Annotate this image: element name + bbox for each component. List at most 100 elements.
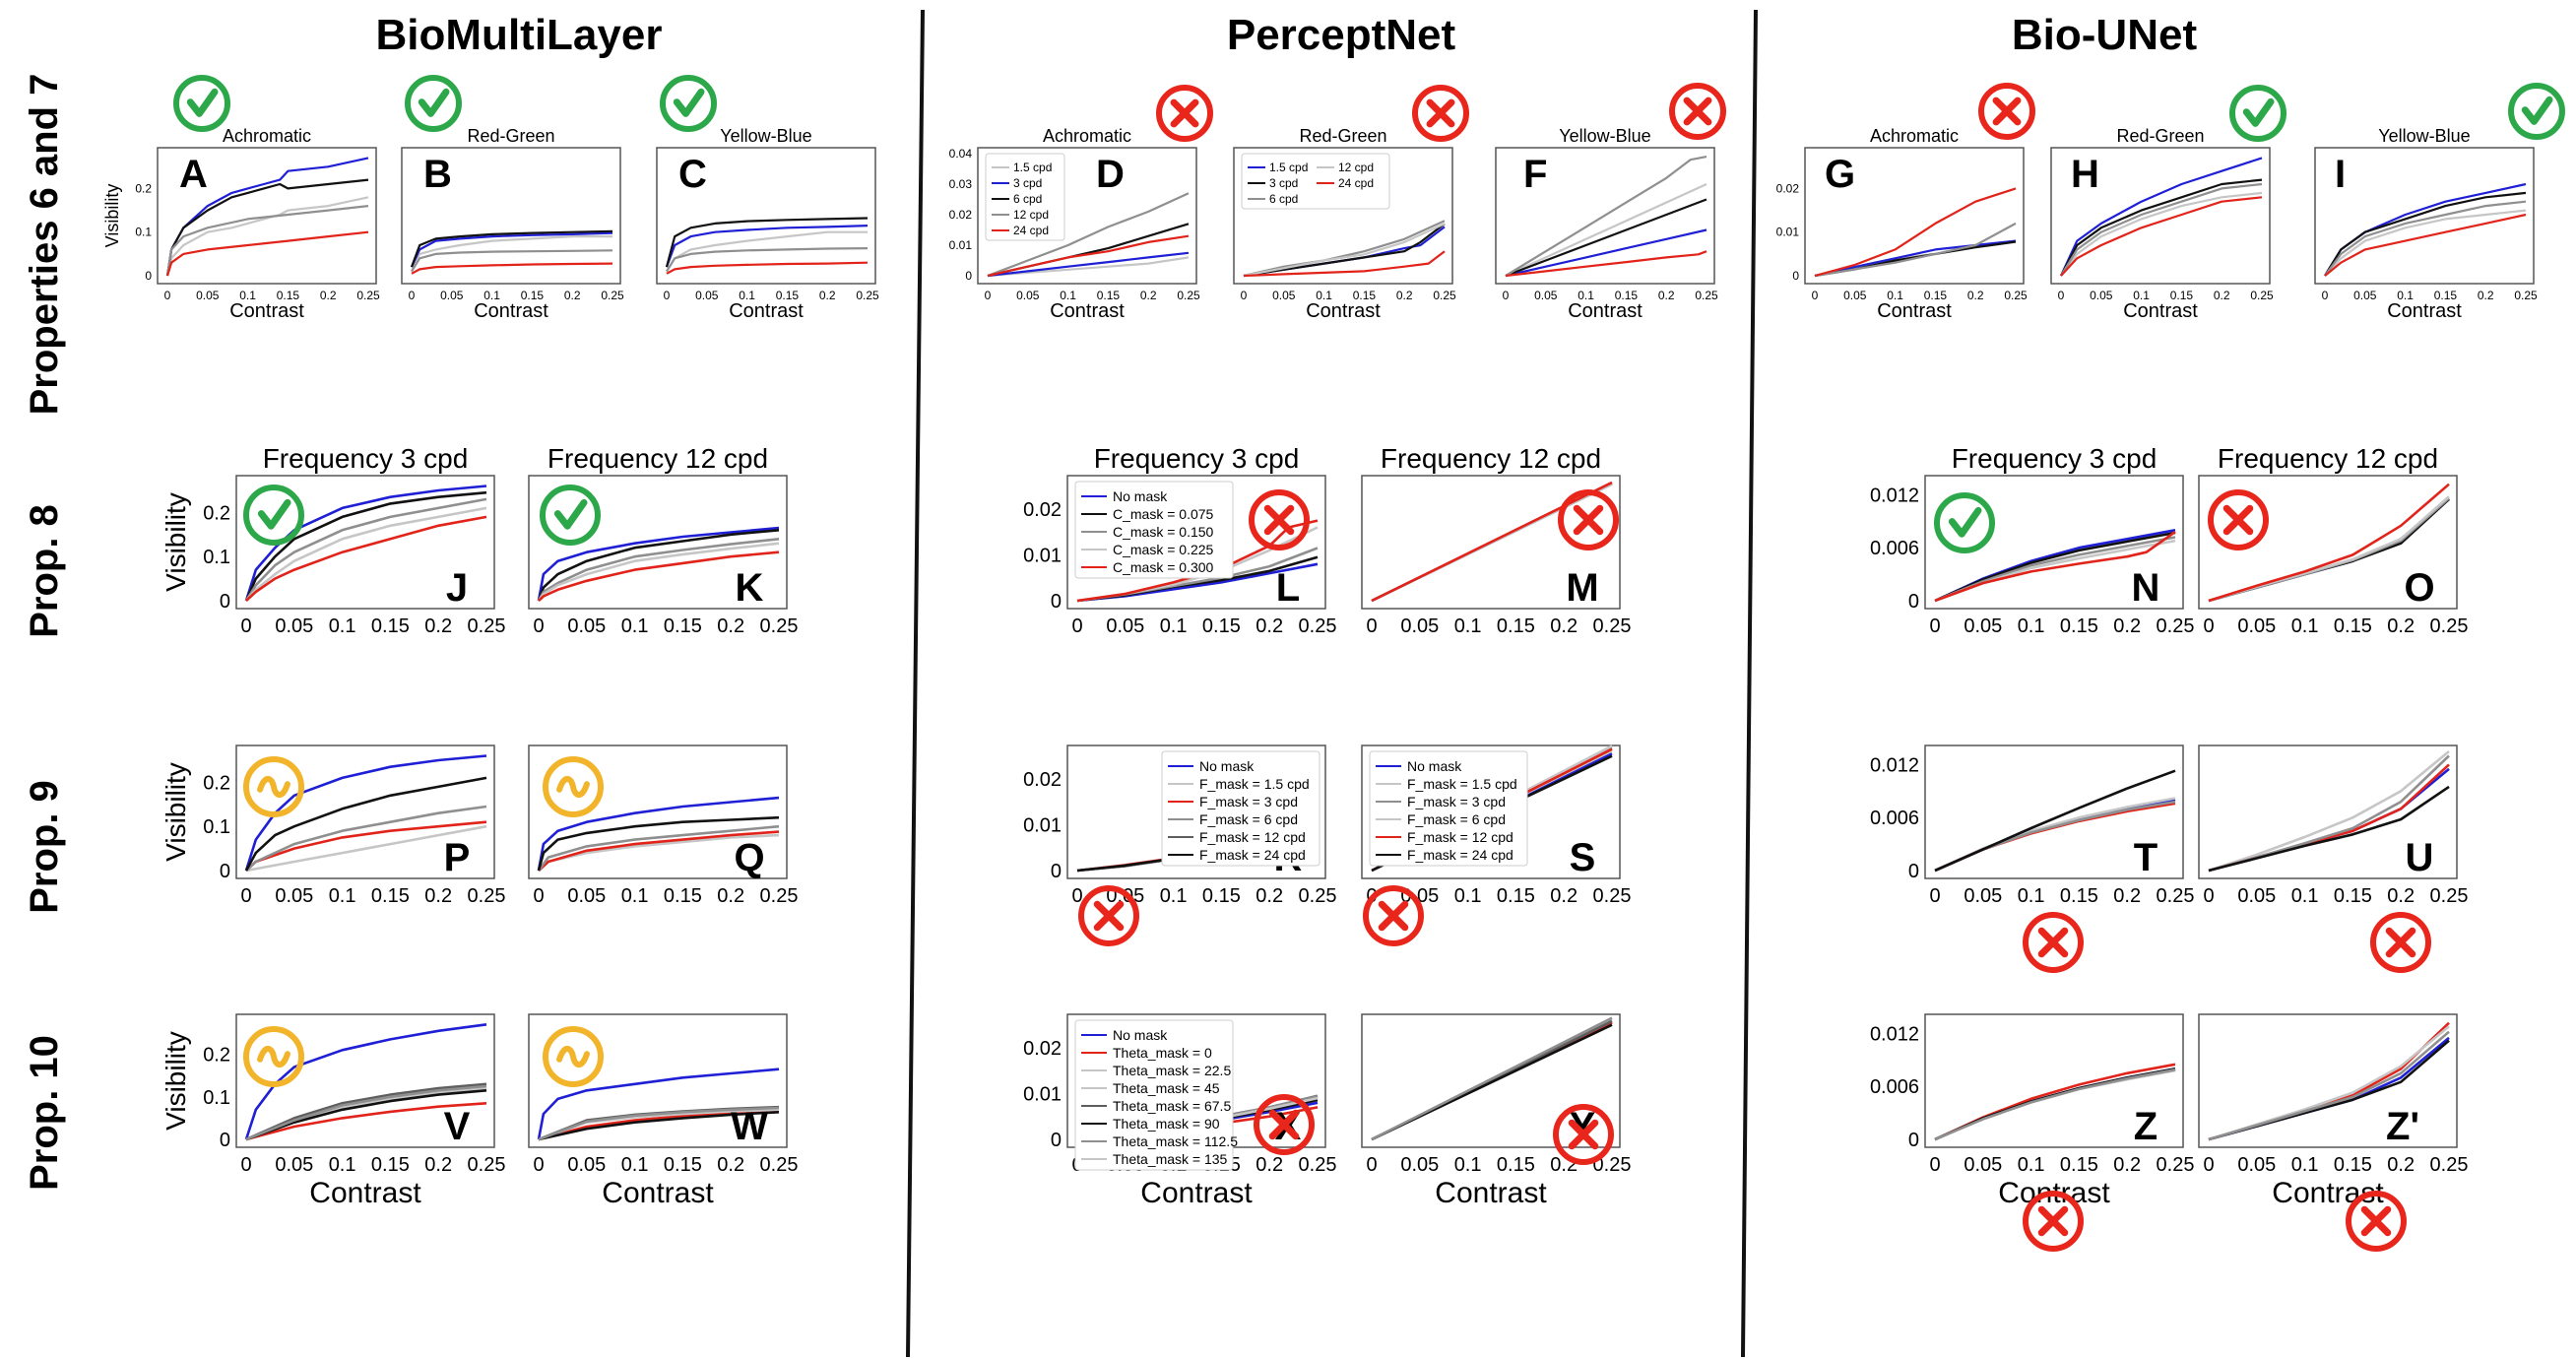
cross-icon-mark xyxy=(1568,1119,1599,1150)
panel-letter: Q xyxy=(734,836,764,879)
panel-letter: V xyxy=(444,1105,471,1148)
series-line-4 xyxy=(2324,200,2527,277)
panel-letter: M xyxy=(1566,566,1598,610)
y-axis-label: Visibility xyxy=(161,762,191,862)
approx-icon-ring xyxy=(543,756,604,817)
plot-frame xyxy=(2198,475,2458,610)
x-tick-label: 0.2 xyxy=(424,885,452,907)
x-tick-label: 0.25 xyxy=(2430,885,2469,907)
panel-letter: F xyxy=(1523,153,1547,196)
y-tick-label: 0 xyxy=(220,1130,230,1151)
panel-e: 00.050.10.150.20.25Red-GreenContrastE1.5… xyxy=(1233,85,1469,322)
panel-w: 0 0.05 0.1 0.15 0.2 0.25 Contrast W xyxy=(528,1013,799,1209)
check-icon-mark xyxy=(257,498,291,530)
y-tick-label: 0.01 xyxy=(949,238,973,252)
series-line-2 xyxy=(2060,157,2263,277)
series-line-5 xyxy=(165,230,369,277)
check-icon xyxy=(243,485,304,546)
x-tick-label: 0.2 xyxy=(1550,885,1578,907)
cross-icon-ring xyxy=(1078,885,1139,946)
plot-frame xyxy=(2314,147,2535,285)
x-tick-label: 0.25 xyxy=(1299,1154,1337,1176)
series-line-2 xyxy=(1243,223,1446,278)
approx-icon-mark xyxy=(257,1045,290,1068)
panel-i: 0 0.05 0.1 0.15 0.2 0.25 Yellow-Blue Contrast I xyxy=(2314,83,2565,322)
y-tick-label: 0 xyxy=(1051,861,1062,882)
cross-icon-ring xyxy=(1363,885,1424,946)
series-line-1 xyxy=(165,196,369,277)
x-tick-label: 0.2 xyxy=(424,615,452,637)
series-line-1 xyxy=(244,485,487,602)
y-tick-label: 0 xyxy=(1908,861,1919,882)
series-line-5 xyxy=(2208,483,2450,603)
panel-letter: Z' xyxy=(2386,1105,2419,1148)
x-tick-label: 0 xyxy=(2203,885,2214,907)
y-tick-label: 0.02 xyxy=(1023,499,1062,521)
x-tick-label: 0.05 xyxy=(1964,1154,2002,1176)
y-tick-label: 0.2 xyxy=(203,1045,230,1067)
x-axis-label: Contrast xyxy=(1306,300,1381,322)
cross-icon-ring xyxy=(1254,1094,1315,1155)
x-tick-label: 0.05 xyxy=(2237,1154,2276,1176)
legend-label: 3 cpd xyxy=(1013,176,1042,190)
series-line-3 xyxy=(410,229,613,268)
series-line-3 xyxy=(1505,198,1707,278)
y-tick-label: 0.2 xyxy=(203,502,230,524)
legend-box xyxy=(1161,750,1320,867)
x-tick-label: 0.15 xyxy=(1097,289,1121,302)
legend-label: C_mask = 0.075 xyxy=(1113,506,1214,522)
series-line-5 xyxy=(245,515,487,602)
x-tick-label: 0.05 xyxy=(2237,885,2276,907)
cross-icon-mark xyxy=(1992,97,2022,126)
legend-label: F_mask = 6 cpd xyxy=(1407,811,1506,827)
series-line-3 xyxy=(1934,536,2176,603)
x-tick-label: 0.2 xyxy=(1967,289,1984,302)
x-tick-label: 0 xyxy=(240,1154,251,1176)
plot-title: Frequency 12 cpd xyxy=(547,443,768,474)
x-tick-label: 0 xyxy=(1071,615,1082,637)
series-group xyxy=(1934,529,2176,603)
cross-icon xyxy=(1078,885,1139,946)
cross-icon xyxy=(1249,489,1310,550)
x-tick-label: 0.2 xyxy=(1256,1154,1283,1176)
x-tick-label: 0.25 xyxy=(760,885,799,907)
series-line-5 xyxy=(2208,1030,2450,1141)
x-tick-label: 0.2 xyxy=(717,615,744,637)
panel-c: 0 0.05 0.1 0.15 0.2 0.25 Yellow-Blue Contrast C xyxy=(656,75,879,322)
x-tick-label: 0.1 xyxy=(329,885,356,907)
check-icon-ring xyxy=(405,75,462,132)
x-tick-label: 0.15 xyxy=(2060,885,2098,907)
x-tick-label: 0.25 xyxy=(760,1154,799,1176)
x-tick-label: 0 xyxy=(1366,1154,1377,1176)
cross-icon-ring xyxy=(1669,83,1726,140)
x-tick-label: 0.2 xyxy=(2478,289,2494,302)
x-tick-label: 0.25 xyxy=(1433,289,1456,302)
plot-title: Yellow-Blue xyxy=(720,126,811,146)
plot-title: Frequency 3 cpd xyxy=(263,443,469,474)
x-tick-label: 0.2 xyxy=(717,1154,744,1176)
panel-k: 0 0.05 0.1 0.15 0.2 0.25 Frequency 12 cpd K xyxy=(528,443,798,637)
legend-label: F_mask = 24 cpd xyxy=(1199,847,1306,863)
series-line-4 xyxy=(1814,222,2017,278)
check-icon xyxy=(1934,492,1995,553)
cross-icon-mark xyxy=(1170,98,1199,128)
legend-label: 3 cpd xyxy=(1269,176,1298,190)
x-tick-label: 0.05 xyxy=(2353,289,2377,302)
x-tick-label: 0.25 xyxy=(2430,615,2469,637)
panel-letter: T xyxy=(2134,836,2157,879)
cross-icon xyxy=(1669,83,1726,140)
x-tick-label: 0.05 xyxy=(1843,289,1867,302)
series-line-1 xyxy=(2060,191,2263,277)
series-group xyxy=(1371,1016,1613,1141)
x-tick-label: 0.2 xyxy=(2387,1154,2415,1176)
x-tick-label: 0 xyxy=(1929,885,1940,907)
plot-title: Achromatic xyxy=(1870,126,1959,146)
column-divider xyxy=(906,9,925,1358)
plot-frame xyxy=(401,147,621,285)
legend: 1.5 cpd 3 cpd 6 cpd 12 cpd 24 cpd xyxy=(1241,153,1390,210)
y-tick-label: 0 xyxy=(1908,591,1919,613)
x-tick-label: 0 xyxy=(164,289,171,302)
x-tick-label: 0.25 xyxy=(468,615,506,637)
panel-a: 0 0.05 0.1 0.15 0.2 0.25 0 0.1 0.2 Achromatic Cont… xyxy=(102,75,380,322)
